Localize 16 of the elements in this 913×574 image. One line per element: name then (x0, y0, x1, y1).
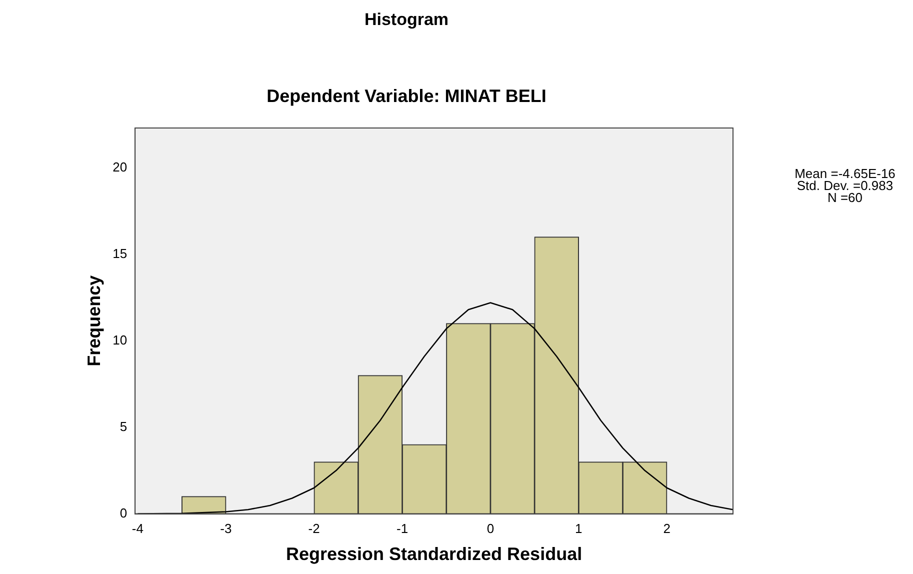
chart-title: Histogram (364, 10, 449, 29)
y-axis-title: Frequency (84, 275, 104, 366)
x-tick-label: -2 (308, 521, 320, 536)
y-tick-label: 5 (120, 418, 128, 434)
x-tick-label: -4 (132, 521, 144, 536)
chart-subtitle: Dependent Variable: MINAT BELI (266, 86, 546, 106)
x-tick-label: -3 (220, 521, 232, 536)
x-tick-label: 0 (486, 521, 494, 536)
x-tick-label: 2 (663, 521, 670, 536)
x-axis-title: Regression Standardized Residual (286, 544, 582, 564)
y-tick-label: 0 (120, 505, 128, 520)
y-tick-label: 10 (112, 332, 128, 348)
y-tick-label: 20 (112, 159, 128, 174)
x-tick-label: -1 (396, 521, 408, 536)
x-tick-label: 1 (575, 521, 582, 536)
y-tick-label: 15 (112, 246, 128, 261)
